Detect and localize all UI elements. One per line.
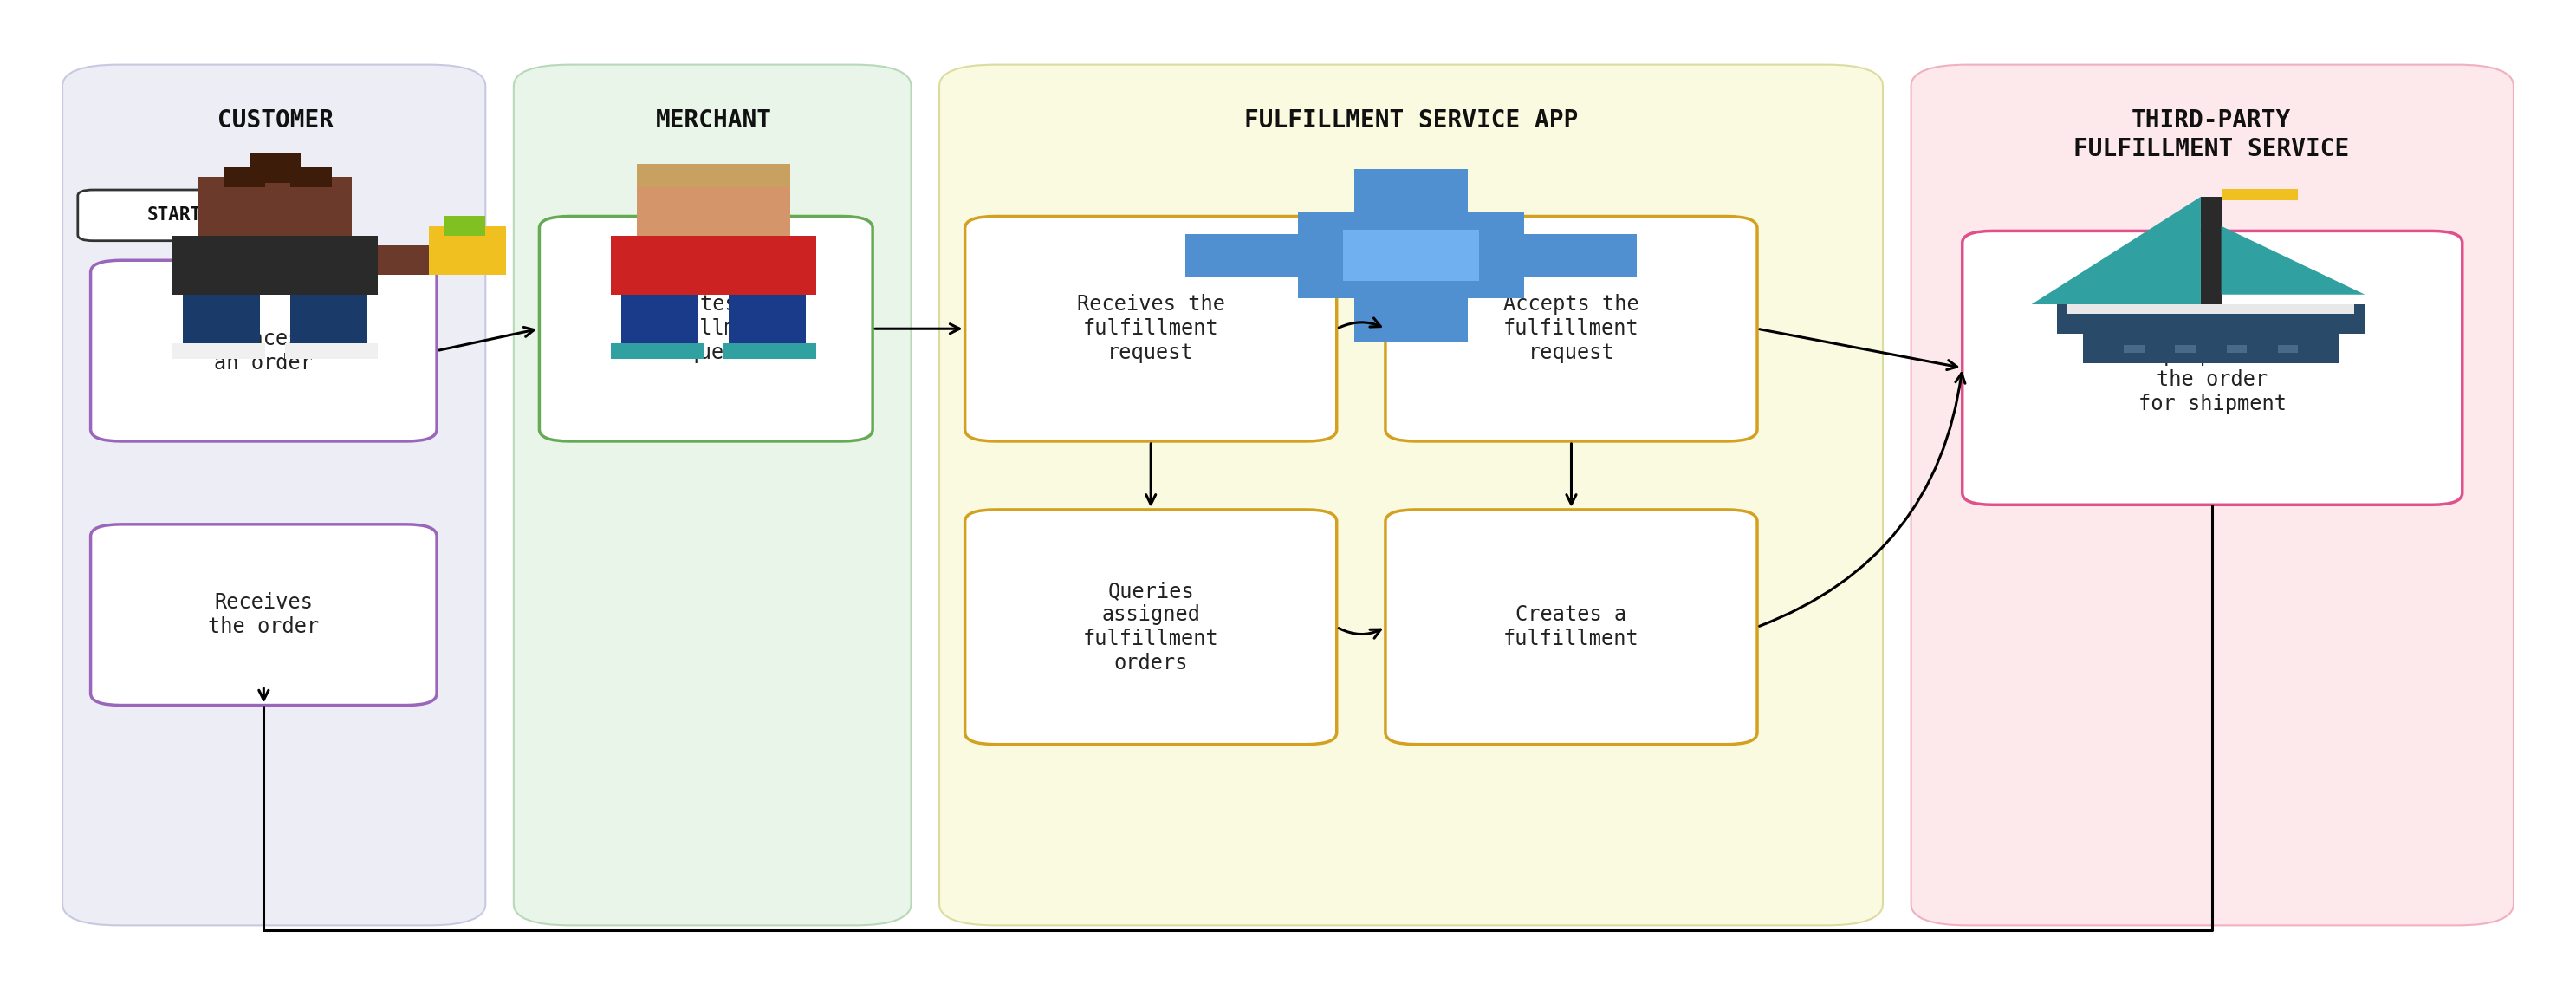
FancyBboxPatch shape [90,260,438,442]
Bar [286,344,379,359]
FancyBboxPatch shape [513,64,912,926]
Text: Accepts the
fulfillment
request: Accepts the fulfillment request [1504,294,1638,363]
FancyBboxPatch shape [940,64,1883,926]
FancyBboxPatch shape [1386,510,1757,744]
Text: CUSTOMER: CUSTOMER [216,109,332,133]
Bar [636,163,791,187]
Bar [183,294,260,344]
Bar [1355,298,1468,342]
Bar [2084,334,2339,363]
Bar [379,246,456,275]
Text: Creates a
fulfillment
request: Creates a fulfillment request [639,294,773,363]
Bar [1525,234,1636,277]
Bar [1355,169,1468,213]
Bar [2277,346,2298,353]
Bar [291,294,368,344]
Bar [621,294,698,344]
Bar [611,236,817,294]
Bar [2058,304,2365,334]
Bar [250,153,301,183]
Bar [1185,234,1298,277]
Text: Creates a
fulfillment: Creates a fulfillment [1504,605,1638,649]
Text: Receives
the order: Receives the order [209,592,319,638]
Bar [729,294,806,344]
FancyBboxPatch shape [1963,231,2463,505]
Bar [430,226,505,275]
Bar [611,344,703,359]
Bar [224,167,265,187]
Bar [2069,304,2354,314]
Bar [1342,230,1479,281]
FancyBboxPatch shape [1911,64,2514,926]
FancyBboxPatch shape [90,525,438,705]
Text: MERCHANT: MERCHANT [657,109,773,133]
Bar [198,177,353,236]
FancyBboxPatch shape [966,216,1337,442]
Bar [2123,346,2143,353]
Polygon shape [2032,197,2200,304]
Polygon shape [2221,226,2365,294]
Bar [291,167,332,187]
Text: Receives the
fulfillment
request: Receives the fulfillment request [1077,294,1226,363]
Bar [2200,197,2221,304]
Bar [724,344,817,359]
Bar [2221,189,2298,201]
FancyBboxPatch shape [77,190,270,241]
FancyBboxPatch shape [538,216,873,442]
Text: Fulfills and
prepares
the order
for shipment: Fulfills and prepares the order for ship… [2138,322,2287,415]
Text: THIRD-PARTY
FULFILLMENT SERVICE: THIRD-PARTY FULFILLMENT SERVICE [2074,109,2349,161]
Bar [173,344,265,359]
FancyBboxPatch shape [966,510,1337,744]
Bar [446,216,484,236]
Bar [636,177,791,236]
FancyBboxPatch shape [62,64,484,926]
Bar [1298,213,1525,298]
Text: START: START [147,207,201,224]
Text: Queries
assigned
fulfillment
orders: Queries assigned fulfillment orders [1082,580,1218,673]
Bar [2226,346,2246,353]
Text: Places
an order: Places an order [214,329,314,373]
Bar [2174,346,2195,353]
Bar [173,236,379,294]
FancyBboxPatch shape [1386,216,1757,442]
Text: FULFILLMENT SERVICE APP: FULFILLMENT SERVICE APP [1244,109,1579,133]
